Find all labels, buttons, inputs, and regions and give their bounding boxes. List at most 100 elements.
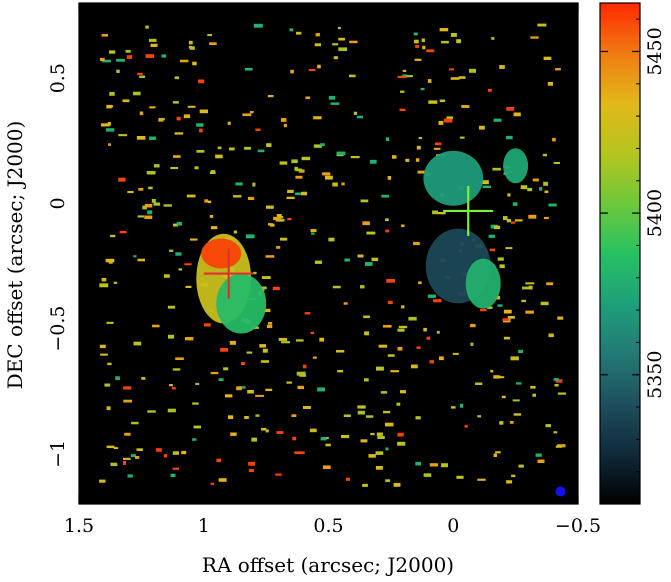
noise-pixel: [343, 302, 348, 305]
noise-pixel: [172, 467, 179, 470]
noise-pixel: [338, 37, 345, 41]
noise-pixel: [113, 447, 119, 450]
noise-pixel: [150, 43, 158, 47]
noise-pixel: [174, 132, 184, 135]
noise-pixel: [125, 49, 131, 53]
noise-pixel: [192, 438, 197, 441]
noise-pixel: [322, 465, 331, 469]
noise-pixel: [543, 56, 552, 60]
noise-pixel: [530, 36, 539, 39]
noise-pixel: [543, 181, 548, 186]
noise-pixel: [267, 95, 274, 98]
noise-pixel: [209, 42, 217, 45]
noise-pixel: [353, 111, 358, 115]
noise-pixel: [294, 451, 303, 454]
noise-pixel: [427, 294, 436, 298]
noise-pixel: [383, 325, 392, 328]
marker-layer: [203, 185, 566, 497]
noise-pixel: [153, 202, 161, 206]
noise-pixel: [385, 229, 390, 233]
noise-pixel: [520, 185, 528, 190]
noise-pixel: [399, 108, 406, 111]
noise-pixel: [544, 190, 549, 194]
noise-pixel: [176, 116, 181, 121]
noise-pixel: [548, 203, 557, 207]
noise-pixel: [145, 54, 154, 58]
noise-pixel: [107, 122, 111, 126]
noise-pixel: [420, 87, 425, 91]
noise-pixel: [173, 155, 181, 158]
noise-pixel: [417, 170, 426, 174]
noise-pixel: [135, 456, 140, 459]
noise-pixel: [137, 215, 145, 218]
noise-pixel: [450, 77, 460, 80]
noise-pixel: [123, 386, 132, 390]
noise-pixel: [190, 238, 198, 241]
noise-pixel: [148, 186, 153, 190]
noise-pixel: [301, 191, 308, 196]
noise-pixel: [100, 353, 108, 356]
noise-pixel: [341, 435, 350, 439]
beam-ellipse: [555, 486, 566, 497]
noise-pixel: [397, 328, 405, 332]
noise-pixel: [136, 136, 146, 140]
noise-pixel: [218, 478, 227, 482]
noise-pixel: [470, 323, 476, 328]
noise-pixel: [262, 348, 268, 353]
y-axis-label: DEC offset (arcsec; J2000): [3, 121, 27, 390]
noise-pixel: [322, 172, 331, 176]
noise-pixel: [292, 436, 297, 441]
noise-pixel: [281, 118, 287, 122]
noise-pixel: [469, 68, 476, 73]
noise-pixel: [481, 180, 489, 185]
noise-pixel: [119, 231, 127, 234]
noise-pixel: [356, 115, 363, 119]
noise-pixel: [405, 158, 410, 162]
noise-pixel: [163, 454, 168, 458]
noise-pixel: [259, 344, 266, 348]
noise-pixel: [337, 370, 344, 373]
noise-pixel: [255, 414, 260, 417]
noise-pixel: [220, 348, 229, 352]
noise-pixel: [275, 473, 282, 476]
noise-pixel: [328, 237, 335, 242]
noise-pixel: [404, 75, 413, 78]
noise-pixel: [303, 406, 311, 409]
noise-pixel: [557, 316, 564, 320]
noise-pixel: [297, 385, 304, 390]
noise-pixel: [393, 482, 401, 487]
noise-pixel: [196, 150, 205, 153]
noise-pixel: [381, 194, 390, 198]
noise-pixel: [130, 454, 136, 458]
noise-pixel: [375, 466, 383, 470]
noise-pixel: [255, 128, 261, 131]
noise-pixel: [108, 261, 113, 264]
noise-pixel: [514, 219, 523, 222]
noise-pixel: [371, 257, 379, 262]
noise-pixel: [217, 146, 222, 150]
noise-pixel: [426, 336, 431, 340]
noise-pixel: [493, 225, 501, 230]
noise-pixel: [434, 142, 442, 146]
noise-pixel: [333, 56, 338, 60]
noise-pixel: [543, 216, 549, 220]
noise-pixel: [262, 276, 271, 279]
noise-pixel: [537, 23, 547, 27]
noise-pixel: [268, 223, 273, 226]
noise-pixel: [368, 454, 376, 458]
noise-pixel: [446, 116, 453, 120]
noise-pixel: [255, 394, 265, 397]
noise-pixel: [123, 461, 127, 465]
noise-pixel: [313, 144, 322, 148]
noise-pixel: [528, 214, 537, 219]
noise-pixel: [133, 341, 142, 346]
noise-pixel: [229, 340, 236, 345]
noise-pixel: [418, 136, 422, 140]
noise-pixel: [555, 445, 563, 448]
noise-pixel: [436, 331, 440, 334]
noise-pixel: [249, 111, 254, 114]
noise-pixel: [244, 416, 249, 419]
noise-pixel: [365, 262, 373, 266]
noise-pixel: [158, 117, 165, 121]
noise-pixel: [241, 362, 246, 365]
